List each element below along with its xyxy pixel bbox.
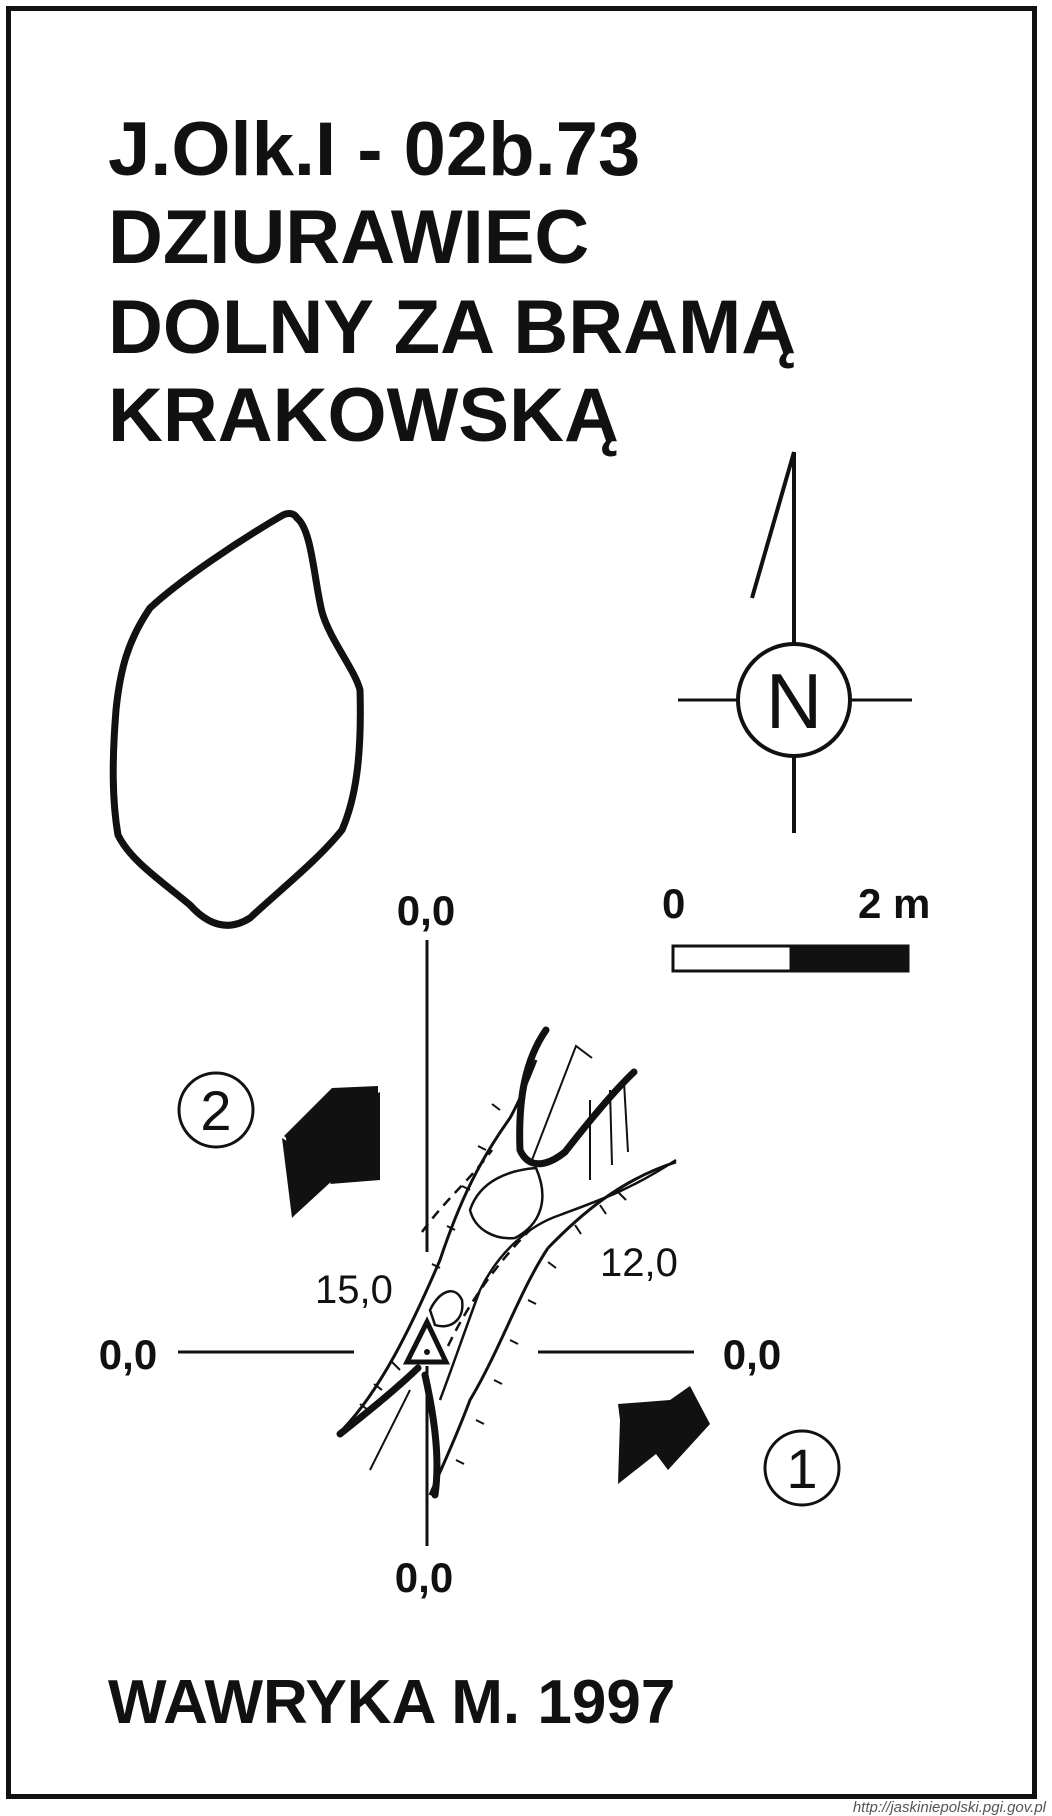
- map-frame: [6, 6, 1037, 1799]
- source-url: http://jaskiniepolski.pgi.gov.pl: [852, 1799, 1046, 1816]
- depth-label-left: 15,0: [315, 1268, 393, 1312]
- scale-segment-white: [671, 944, 793, 973]
- view-arrow-1-shape: [618, 1386, 710, 1484]
- north-arrow: N: [678, 451, 912, 833]
- entrance-outline: [109, 510, 364, 929]
- marker-right: 0,0: [723, 1331, 781, 1378]
- north-letter: N: [766, 657, 822, 745]
- marker-top: 0,0: [397, 887, 455, 934]
- cave-name-line-1: DZIURAWIEC: [108, 195, 590, 280]
- view-marker-2: 2: [177, 1071, 255, 1149]
- entrance-symbol: [402, 1316, 450, 1365]
- cave-name-line-2: DOLNY ZA BRAMĄ: [108, 285, 797, 370]
- author-credit: WAWRYKA M. 1997: [108, 1668, 676, 1737]
- scale-end-label: 2 m: [858, 880, 930, 927]
- depth-label-right: 12,0: [600, 1241, 678, 1285]
- view-marker-1-label: 1: [786, 1437, 817, 1500]
- view-marker-1: 1: [763, 1429, 841, 1507]
- cave-name-line-3: KRAKOWSKĄ: [108, 373, 619, 458]
- scale-segment-black: [789, 944, 910, 973]
- cave-passage: [336, 1026, 677, 1499]
- scale-start-label: 0: [662, 880, 685, 927]
- view-marker-2-label: 2: [200, 1079, 231, 1142]
- view-arrow-2-shape: [286, 1092, 380, 1214]
- scale-bar: 0 2 m: [662, 880, 930, 973]
- marker-bottom: 0,0: [395, 1554, 453, 1601]
- cave-code: J.Olk.I - 02b.73: [108, 107, 641, 192]
- marker-left: 0,0: [99, 1331, 157, 1378]
